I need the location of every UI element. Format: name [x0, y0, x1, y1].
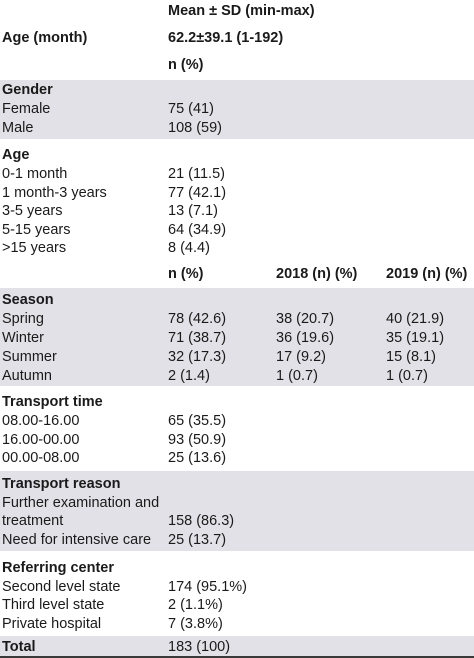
season-row-2018: 38 (20.7): [276, 311, 335, 327]
transport-time-title: Transport time: [2, 394, 103, 410]
gender-title: Gender: [2, 82, 53, 98]
transport-time-row-label: 08.00-16.00: [2, 413, 80, 429]
season-title: Season: [2, 292, 54, 308]
age-section: Age 0-1 month 21 (11.5) 1 month-3 years …: [0, 144, 474, 260]
gender-row-label: Male: [2, 120, 34, 136]
season-row-label: Summer: [2, 349, 57, 365]
age-row-value: 8 (4.4): [168, 240, 210, 256]
season-row-2019: 15 (8.1): [386, 349, 436, 365]
season-section: Season Spring 78 (42.6) 38 (20.7) 40 (21…: [0, 288, 474, 386]
age-row-value: 64 (34.9): [168, 222, 227, 238]
season-row-label: Autumn: [2, 368, 52, 384]
age-row-value: 13 (7.1): [168, 203, 218, 219]
transport-time-section: Transport time 08.00-16.00 65 (35.5) 16.…: [0, 390, 474, 470]
season-n-header: n (%): [168, 266, 204, 282]
season-row-2018: 1 (0.7): [276, 368, 318, 384]
referring-center-row-label: Private hospital: [2, 616, 102, 632]
season-row-label: Spring: [2, 311, 44, 327]
season-row-label: Winter: [2, 330, 44, 346]
total-row: Total 183 (100): [0, 636, 474, 656]
transport-time-row-value: 25 (13.6): [168, 450, 227, 466]
transport-reason-row-value: 158 (86.3): [168, 513, 235, 529]
season-row-2018: 36 (19.6): [276, 330, 335, 346]
age-row-label: >15 years: [2, 240, 67, 256]
age-month-value: 62.2±39.1 (1-192): [168, 30, 284, 46]
referring-center-row-label: Second level state: [2, 579, 121, 595]
season-row-value: 32 (17.3): [168, 349, 227, 365]
gender-section: Gender Female 75 (41) Male 108 (59): [0, 80, 474, 139]
age-row-label: 1 month-3 years: [2, 185, 107, 201]
n-pct-header: n (%): [168, 57, 204, 73]
season-row-2019: 1 (0.7): [386, 368, 428, 384]
referring-center-row-value: 174 (95.1%): [168, 579, 247, 595]
season-2018-header: 2018 (n) (%): [276, 266, 358, 282]
transport-reason-row-label: Further examination and: [2, 495, 160, 511]
age-title: Age: [2, 147, 30, 163]
transport-reason-row-label: Need for intensive care: [2, 532, 152, 548]
referring-center-section: Referring center Second level state 174 …: [0, 555, 474, 635]
transport-reason-section: Transport reason Further examination and…: [0, 471, 474, 551]
gender-row-value: 108 (59): [168, 120, 223, 136]
referring-center-row-value: 2 (1.1%): [168, 597, 223, 613]
season-row-2019: 40 (21.9): [386, 311, 445, 327]
transport-time-row-value: 93 (50.9): [168, 432, 227, 448]
transport-time-row-value: 65 (35.5): [168, 413, 227, 429]
bottom-rule: [0, 656, 474, 658]
referring-center-row-label: Third level state: [2, 597, 105, 613]
season-row-value: 71 (38.7): [168, 330, 227, 346]
transport-time-row-label: 00.00-08.00: [2, 450, 80, 466]
age-row-value: 21 (11.5): [168, 166, 225, 182]
age-row-label: 3-5 years: [2, 203, 63, 219]
season-row-2018: 17 (9.2): [276, 349, 326, 365]
referring-center-row-value: 7 (3.8%): [168, 616, 223, 632]
age-row-label: 5-15 years: [2, 222, 71, 238]
total-label: Total: [2, 639, 36, 655]
total-value: 183 (100): [168, 639, 231, 655]
age-month-label: Age (month): [2, 30, 88, 46]
gender-row-label: Female: [2, 101, 51, 117]
transport-time-row-label: 16.00-00.00: [2, 432, 80, 448]
season-row-value: 78 (42.6): [168, 311, 227, 327]
transport-reason-title: Transport reason: [2, 476, 121, 492]
transport-reason-row-label-cont: treatment: [2, 513, 64, 529]
age-row-label: 0-1 month: [2, 166, 68, 182]
transport-reason-row-value: 25 (13.7): [168, 532, 227, 548]
gender-row-value: 75 (41): [168, 101, 214, 117]
season-2019-header: 2019 (n) (%): [386, 266, 468, 282]
age-row-value: 77 (42.1): [168, 185, 227, 201]
stat-header: Mean ± SD (min-max): [168, 3, 315, 19]
referring-center-title: Referring center: [2, 560, 115, 576]
season-row-2019: 35 (19.1): [386, 330, 445, 346]
season-row-value: 2 (1.4): [168, 368, 210, 384]
